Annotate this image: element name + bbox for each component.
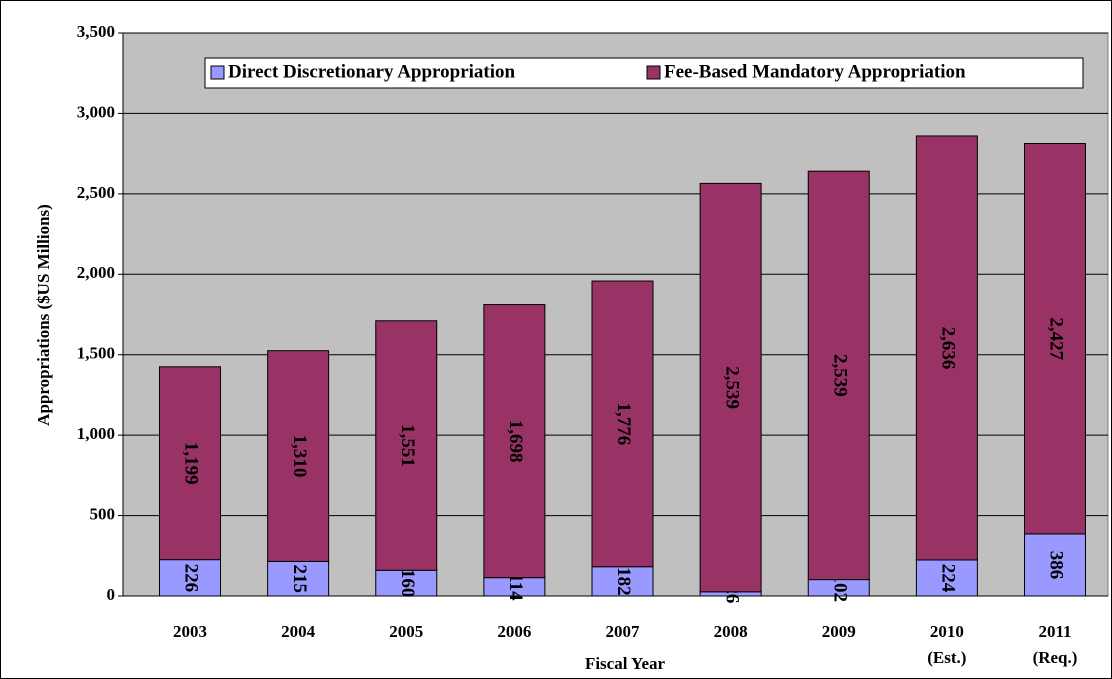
- data-label: 160: [397, 569, 418, 598]
- x-tick-label: 2008: [713, 622, 748, 641]
- data-label: 102: [829, 574, 850, 603]
- legend-box: [204, 57, 1084, 89]
- legend-swatch: [646, 65, 661, 80]
- data-label: 1,310: [289, 435, 310, 478]
- y-tick-label: 1,500: [77, 344, 115, 363]
- bar-segment: [915, 135, 978, 561]
- y-tick-label: 2,500: [77, 183, 115, 202]
- bar-segment: [591, 280, 654, 568]
- bar-segment: [159, 559, 221, 597]
- data-label: 1,199: [181, 442, 202, 485]
- bar-segment: [807, 170, 870, 581]
- bar-segment: [375, 320, 438, 571]
- bar-segment: [1024, 143, 1086, 535]
- x-tick-label: 2005: [389, 622, 424, 641]
- y-tick-label: 3,000: [77, 102, 115, 121]
- bar-segment: [483, 304, 546, 579]
- x-tick-label: 2009: [821, 622, 856, 641]
- data-label: 1,551: [397, 424, 418, 467]
- bar-segment: [915, 559, 978, 597]
- bar-segment: [267, 560, 330, 597]
- data-label: 215: [289, 564, 310, 593]
- y-tick-label: 2,000: [77, 263, 115, 282]
- data-label: 1,698: [505, 420, 526, 463]
- x-axis-title: Fiscal Year: [585, 654, 666, 673]
- y-tick-label: 0: [107, 585, 116, 604]
- data-label: 2,539: [829, 354, 850, 397]
- x-tick-label: 2003: [173, 622, 207, 641]
- data-label: 114: [505, 573, 526, 601]
- bar-segment: [1024, 533, 1086, 597]
- legend-label: Fee-Based Mandatory Appropriation: [664, 61, 966, 82]
- x-tick-label: 2004: [281, 622, 316, 641]
- data-label: 386: [1046, 551, 1067, 580]
- data-label: 182: [613, 567, 634, 596]
- x-tick-label: 2006: [497, 622, 532, 641]
- legend-label: Direct Discretionary Appropriation: [228, 61, 516, 82]
- bar-segment: [699, 182, 762, 593]
- data-label: 226: [181, 564, 202, 593]
- x-tick-label: 2007: [605, 622, 640, 641]
- legend-swatch: [210, 65, 225, 80]
- data-label: 224: [938, 564, 959, 593]
- y-tick-label: 1,000: [77, 424, 115, 443]
- bar-segment: [267, 350, 330, 562]
- bar-segment: [159, 366, 221, 561]
- y-axis-title: Appropriations ($US Millions): [34, 204, 53, 426]
- y-tick-label: 500: [90, 504, 116, 523]
- data-label: 2,427: [1046, 317, 1067, 360]
- x-tick-label: 2010 (Est.): [927, 622, 967, 667]
- x-tick-label: 2011 (Req.): [1032, 622, 1078, 667]
- data-label: 2,539: [721, 366, 742, 409]
- data-label: 1,776: [613, 403, 634, 446]
- data-label: 2,636: [938, 327, 959, 370]
- y-tick-label: 3,500: [77, 22, 115, 41]
